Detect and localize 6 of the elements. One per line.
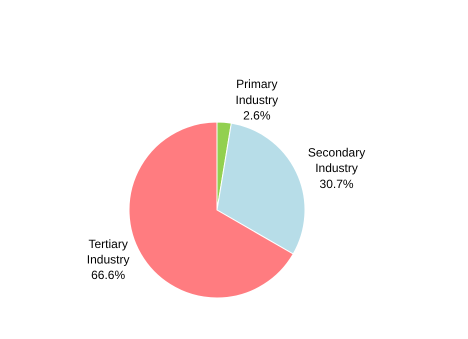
data-label: 30.7%: [320, 176, 354, 191]
slice-label: Tertiary Industry: [86, 237, 130, 267]
data-label: 2.6%: [243, 108, 271, 122]
slice-label: Primary Industry: [235, 77, 278, 107]
data-label: 66.6%: [91, 268, 126, 282]
slice-label: Secondary Industry: [308, 146, 366, 176]
